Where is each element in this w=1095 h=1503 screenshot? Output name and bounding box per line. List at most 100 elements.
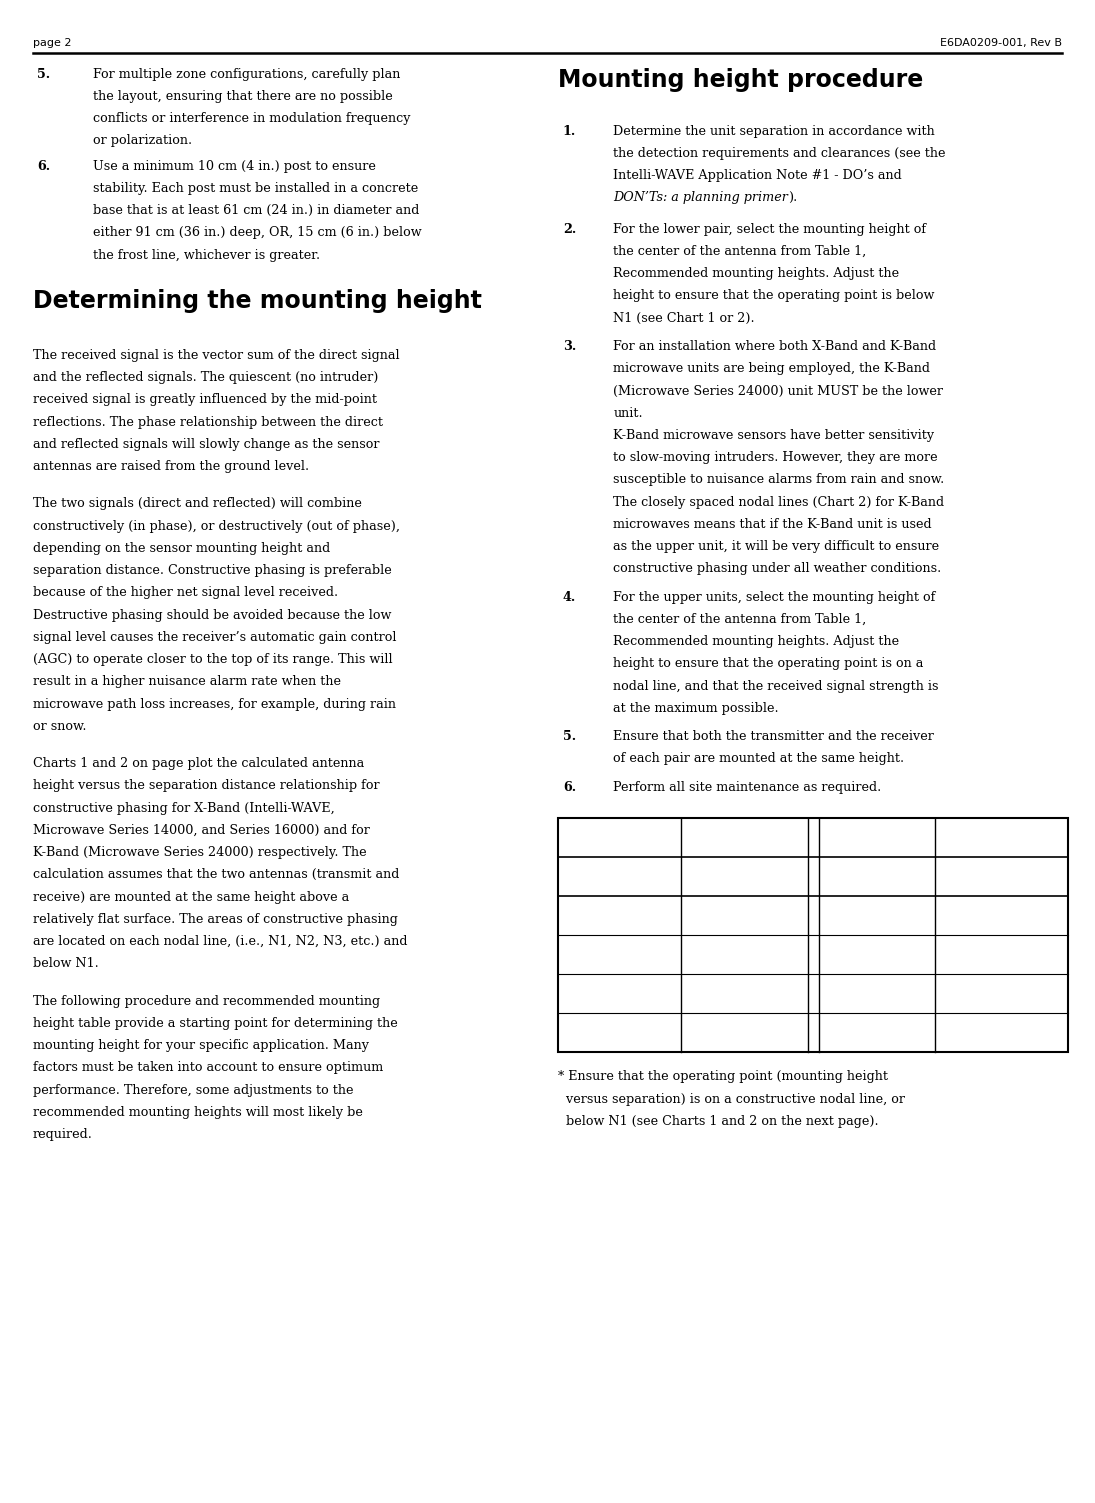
Text: Mounting height: Mounting height [688,863,806,876]
Text: below N1.: below N1. [33,957,99,971]
Text: antennas are raised from the ground level.: antennas are raised from the ground leve… [33,460,309,473]
Text: 90 cm (36 in.): 90 cm (36 in.) [957,1021,1046,1034]
Text: recommended mounting heights will most likely be: recommended mounting heights will most l… [33,1106,362,1118]
Text: Microwave Series 14000, and Series 16000) and for: Microwave Series 14000, and Series 16000… [33,824,370,837]
Text: the detection requirements and clearances (see the: the detection requirements and clearance… [613,147,946,159]
Text: (AGC) to operate closer to the top of its range. This will: (AGC) to operate closer to the top of it… [33,654,392,666]
Text: height to ensure that the operating point is on a: height to ensure that the operating poin… [613,657,923,670]
Text: Intelli-WAVE: Intelli-WAVE [579,903,659,917]
Text: constructive phasing under all weather conditions.: constructive phasing under all weather c… [613,562,942,576]
Text: The following procedure and recommended mounting: The following procedure and recommended … [33,995,380,1007]
Text: Intelli-WAVE Application Note #1 - DO’s and: Intelli-WAVE Application Note #1 - DO’s … [613,170,902,182]
Text: 3.: 3. [563,340,576,353]
Text: Recommended mounting heights. Adjust the: Recommended mounting heights. Adjust the [613,636,899,648]
Text: and reflected signals will slowly change as the sensor: and reflected signals will slowly change… [33,437,379,451]
Text: For multiple zone configurations, carefully plan: For multiple zone configurations, carefu… [93,68,401,81]
Text: constructive phasing for X-Band (Intelli-WAVE,: constructive phasing for X-Band (Intelli… [33,801,335,815]
Text: 76 cm (30 in.): 76 cm (30 in.) [703,903,791,917]
Text: the layout, ensuring that there are no possible: the layout, ensuring that there are no p… [93,90,393,102]
Text: 1.: 1. [563,125,576,138]
Text: Ensure that both the transmitter and the receiver: Ensure that both the transmitter and the… [613,730,934,742]
Text: conflicts or interference in modulation frequency: conflicts or interference in modulation … [93,113,411,125]
Text: mounting height for your specific application. Many: mounting height for your specific applic… [33,1039,369,1052]
Text: Series 14000: Series 14000 [578,942,661,956]
Text: Use a minimum 10 cm (4 in.) post to ensure: Use a minimum 10 cm (4 in.) post to ensu… [93,159,376,173]
Text: to slow-moving intruders. However, they are more: to slow-moving intruders. However, they … [613,451,937,464]
Text: below N1 (see Charts 1 and 2 on the next page).: below N1 (see Charts 1 and 2 on the next… [558,1115,879,1127]
Text: stability. Each post must be installed in a concrete: stability. Each post must be installed i… [93,182,418,195]
Text: 30 cm (12 in.): 30 cm (12 in.) [703,1021,791,1034]
Text: calculation assumes that the two antennas (transmit and: calculation assumes that the two antenna… [33,869,400,881]
Text: For an installation where both X-Band and K-Band: For an installation where both X-Band an… [613,340,936,353]
Bar [558,818,1068,1052]
Text: are located on each nodal line, (i.e., N1, N2, N3, etc.) and: are located on each nodal line, (i.e., N… [33,935,407,948]
Text: For the lower pair, select the mounting height of: For the lower pair, select the mounting … [613,222,926,236]
Text: either 91 cm (36 in.) deep, OR, 15 cm (6 in.) below: either 91 cm (36 in.) deep, OR, 15 cm (6… [93,227,422,239]
Text: factors must be taken into account to ensure optimum: factors must be taken into account to en… [33,1061,383,1075]
Text: separation distance. Constructive phasing is preferable: separation distance. Constructive phasin… [33,564,392,577]
Text: Series 16000: Series 16000 [832,1021,915,1034]
Text: (Microwave Series 24000) unit MUST be the lower: (Microwave Series 24000) unit MUST be th… [613,385,943,397]
Text: Intelli-WAVE: Intelli-WAVE [834,903,914,917]
Text: 2.: 2. [563,222,576,236]
Text: Series 16000: Series 16000 [832,981,915,995]
Text: reflections. The phase relationship between the direct: reflections. The phase relationship betw… [33,416,383,428]
Text: N1 (see Chart 1 or 2).: N1 (see Chart 1 or 2). [613,311,754,325]
Text: 120 cm (48 in.): 120 cm (48 in.) [954,981,1050,995]
Text: versus separation) is on a constructive nodal line, or: versus separation) is on a constructive … [558,1093,906,1106]
Text: Table 1 Recommended mounting heights*: Table 1 Recommended mounting heights* [666,824,960,837]
Text: 60 cm (24 in.): 60 cm (24 in.) [703,942,791,956]
Text: Perform all site maintenance as required.: Perform all site maintenance as required… [613,780,881,794]
Text: The two signals (direct and reflected) will combine: The two signals (direct and reflected) w… [33,497,361,511]
Text: and the reflected signals. The quiescent (no intruder): and the reflected signals. The quiescent… [33,371,378,385]
Text: the center of the antenna from Table 1,: the center of the antenna from Table 1, [613,613,866,625]
Text: relatively flat surface. The areas of constructive phasing: relatively flat surface. The areas of co… [33,912,397,926]
Text: signal level causes the receiver’s automatic gain control: signal level causes the receiver’s autom… [33,631,396,643]
Text: unit.: unit. [613,407,643,419]
Text: required.: required. [33,1129,93,1141]
Text: 4.: 4. [563,591,576,604]
Text: Determine the unit separation in accordance with: Determine the unit separation in accorda… [613,125,935,138]
Text: the center of the antenna from Table 1,: the center of the antenna from Table 1, [613,245,866,259]
Text: constructively (in phase), or destructively (out of phase),: constructively (in phase), or destructiv… [33,520,400,532]
Text: depending on the sensor mounting height and: depending on the sensor mounting height … [33,543,330,555]
Text: Lower unit: Lower unit [581,863,657,876]
Text: because of the higher net signal level received.: because of the higher net signal level r… [33,586,338,600]
Text: 5.: 5. [563,730,576,742]
Text: The received signal is the vector sum of the direct signal: The received signal is the vector sum of… [33,349,400,362]
Text: 136 cm (54 in.): 136 cm (54 in.) [954,942,1050,956]
Text: The closely spaced nodal lines (Chart 2) for K-Band: The closely spaced nodal lines (Chart 2)… [613,496,944,508]
Text: K-Band (Microwave Series 24000) respectively. The: K-Band (Microwave Series 24000) respecti… [33,846,367,860]
Text: Series 24000: Series 24000 [578,1021,661,1034]
Text: Recommended mounting heights. Adjust the: Recommended mounting heights. Adjust the [613,268,899,280]
Text: For the upper units, select the mounting height of: For the upper units, select the mounting… [613,591,935,604]
Text: Series 16000: Series 16000 [578,981,661,995]
Text: base that is at least 61 cm (24 in.) in diameter and: base that is at least 61 cm (24 in.) in … [93,204,419,216]
Text: Determining the mounting height: Determining the mounting height [33,289,482,313]
Text: at the maximum possible.: at the maximum possible. [613,702,779,715]
Text: the frost line, whichever is greater.: the frost line, whichever is greater. [93,248,320,262]
Text: performance. Therefore, some adjustments to the: performance. Therefore, some adjustments… [33,1084,354,1097]
Text: received signal is greatly influenced by the mid-point: received signal is greatly influenced by… [33,394,377,406]
Text: height versus the separation distance relationship for: height versus the separation distance re… [33,780,380,792]
Text: ).: ). [788,191,797,204]
Text: receive) are mounted at the same height above a: receive) are mounted at the same height … [33,891,349,903]
Text: or snow.: or snow. [33,720,87,733]
Text: 60 cm (24 in.): 60 cm (24 in.) [703,981,791,995]
Text: height table provide a starting point for determining the: height table provide a starting point fo… [33,1018,397,1030]
Text: page 2: page 2 [33,38,71,48]
Text: Mounting height procedure: Mounting height procedure [558,68,924,92]
Text: E6DA0209-001, Rev B: E6DA0209-001, Rev B [941,38,1062,48]
Text: 6.: 6. [563,780,576,794]
Text: height to ensure that the operating point is below: height to ensure that the operating poin… [613,290,934,302]
Text: nodal line, and that the received signal strength is: nodal line, and that the received signal… [613,679,938,693]
Text: 6.: 6. [37,159,50,173]
Text: K-Band microwave sensors have better sensitivity: K-Band microwave sensors have better sen… [613,428,934,442]
Text: of each pair are mounted at the same height.: of each pair are mounted at the same hei… [613,753,904,765]
Text: Destructive phasing should be avoided because the low: Destructive phasing should be avoided be… [33,609,391,622]
Text: result in a higher nuisance alarm rate when the: result in a higher nuisance alarm rate w… [33,675,341,688]
Text: Mounting height: Mounting height [942,863,1061,876]
Text: 5.: 5. [37,68,50,81]
Text: susceptible to nuisance alarms from rain and snow.: susceptible to nuisance alarms from rain… [613,473,945,487]
Text: Upper unit: Upper unit [835,863,912,876]
